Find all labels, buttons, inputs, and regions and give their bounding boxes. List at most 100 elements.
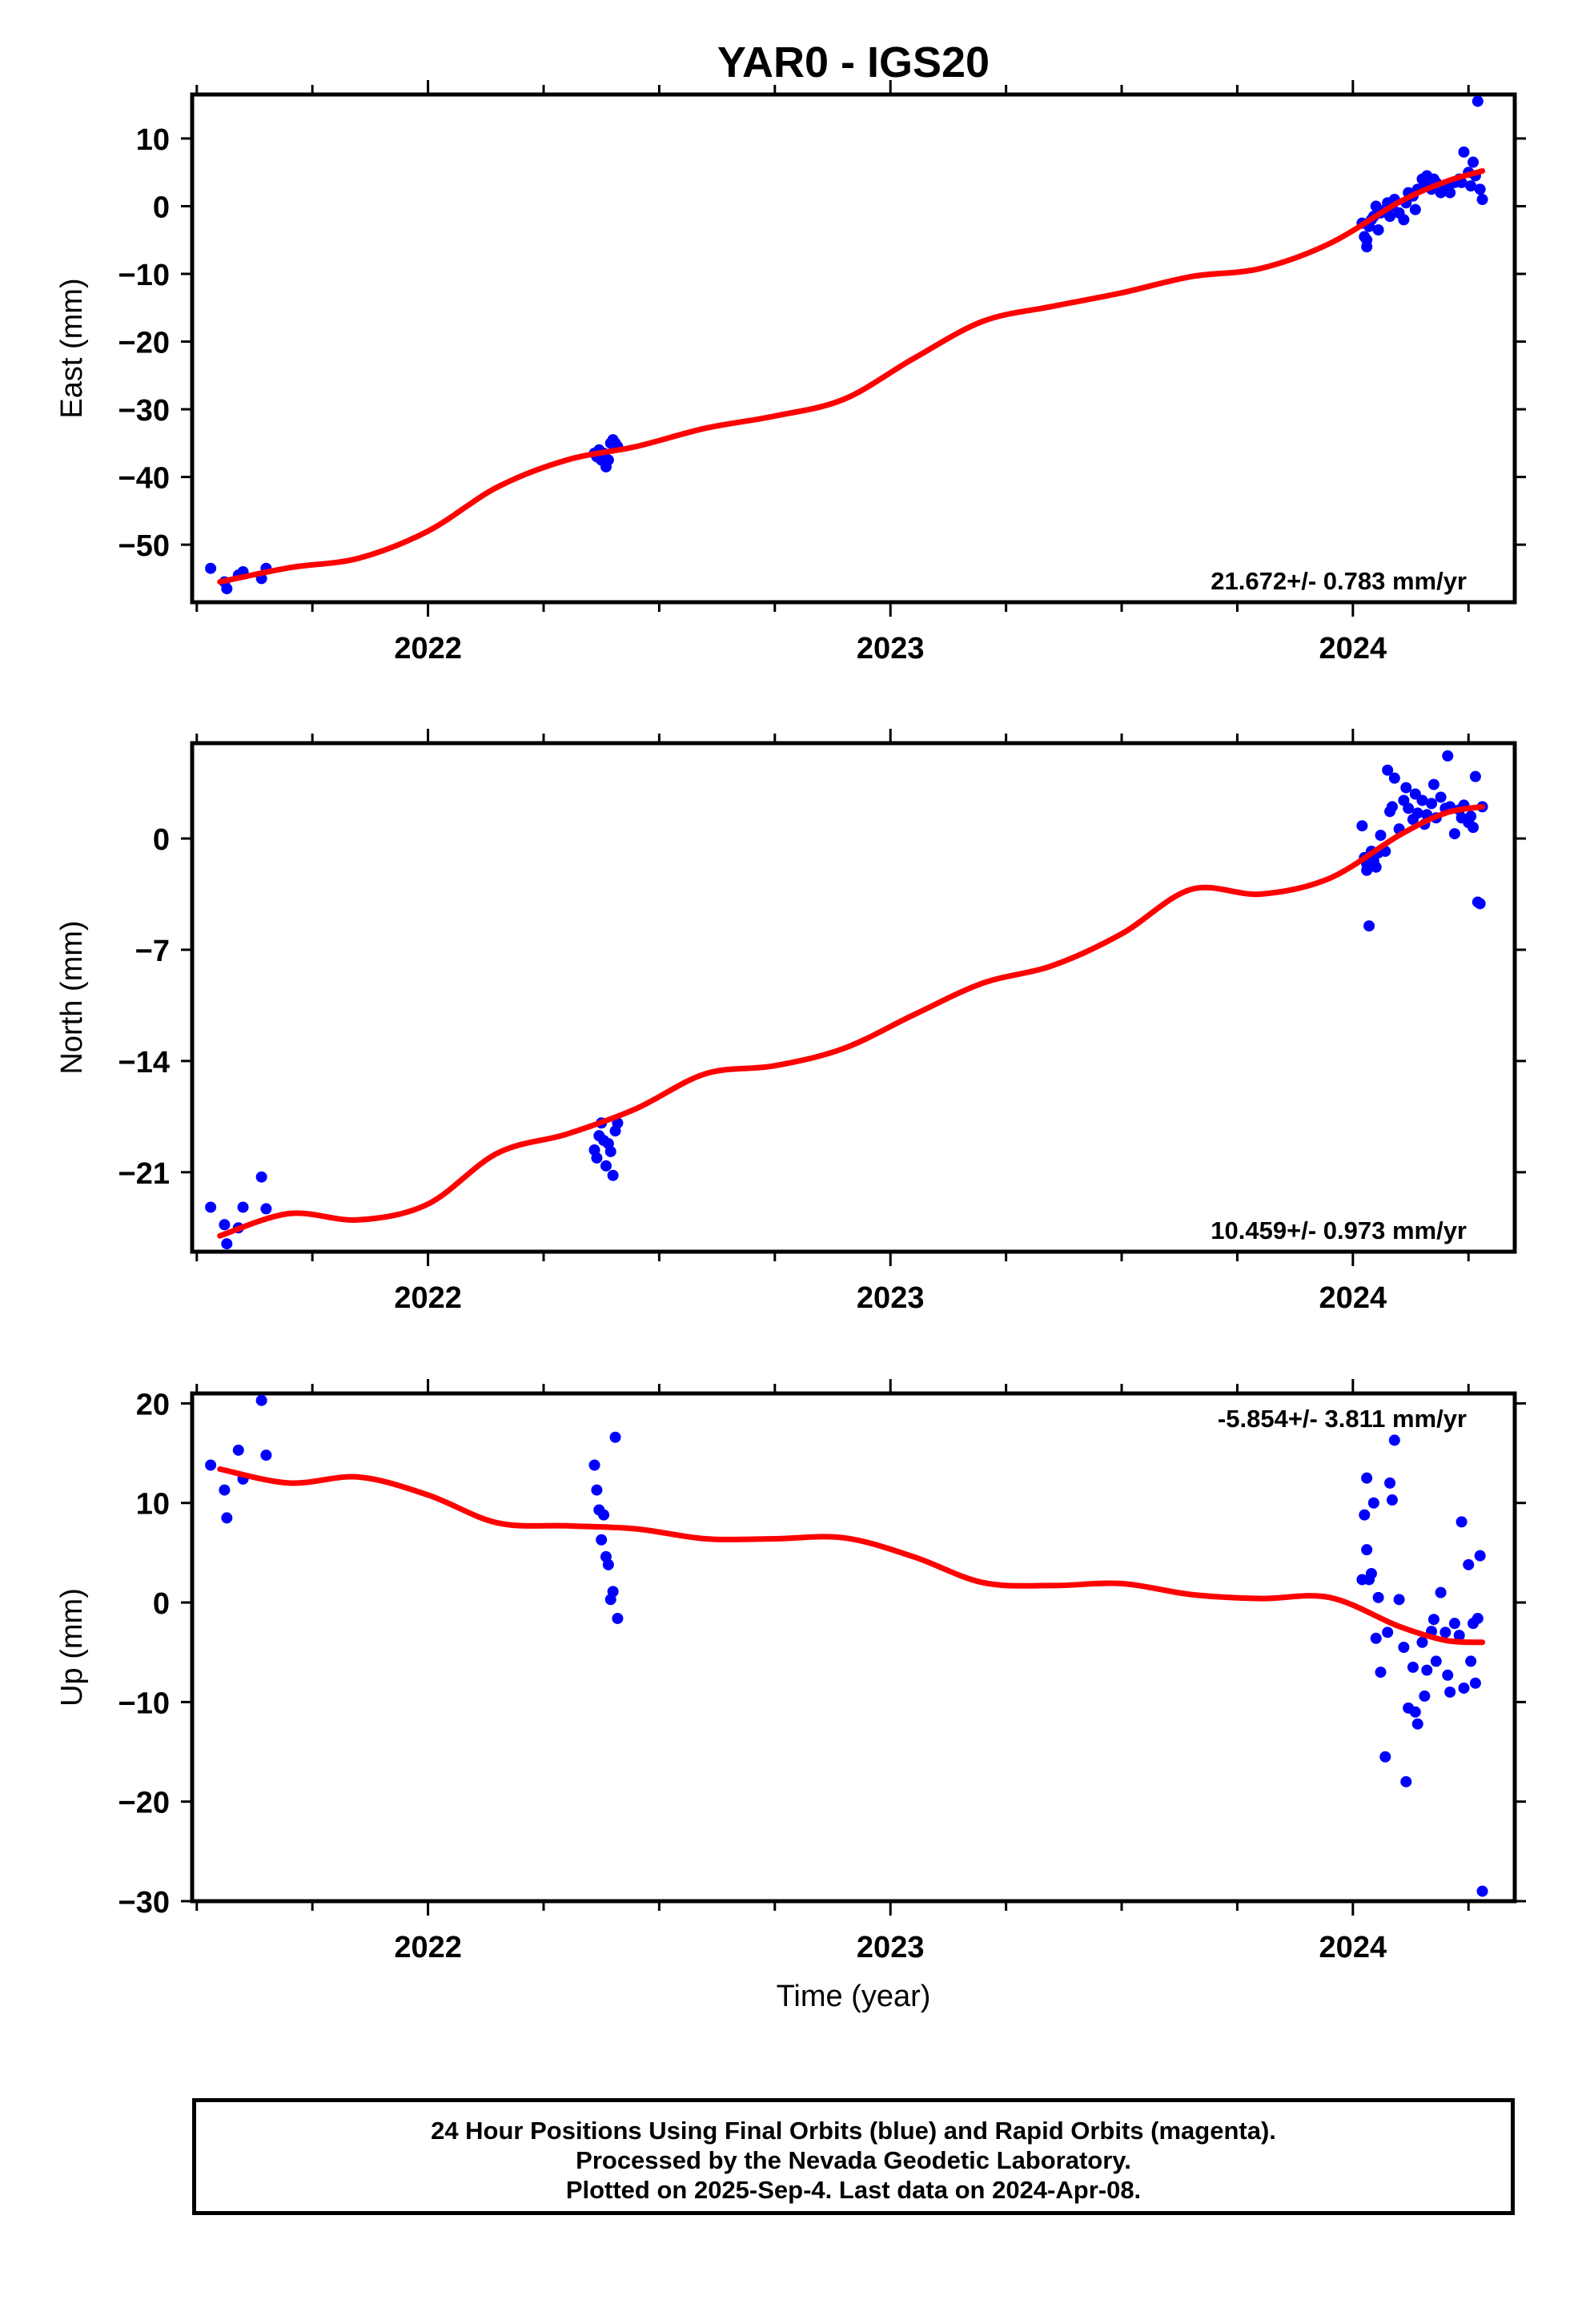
east-data-point bbox=[1409, 203, 1421, 215]
east-data-point bbox=[1372, 224, 1384, 236]
east-panel: 10 0 −10 −20 −30 −40 −50 2022 2023 2024 East (mm) 2… bbox=[55, 80, 1526, 665]
north-data-point bbox=[1448, 828, 1460, 840]
east-xtick-label: 2022 bbox=[394, 632, 462, 665]
up-data-point bbox=[1416, 1636, 1428, 1648]
up-data-point bbox=[1419, 1690, 1431, 1702]
caption-line-3: Plotted on 2025-Sep-4. Last data on 2024… bbox=[565, 2176, 1142, 2204]
east-data-point bbox=[1458, 146, 1470, 158]
north-ytick-label: −7 bbox=[135, 935, 170, 968]
north-data-point bbox=[1356, 820, 1368, 832]
north-xtick-label: 2023 bbox=[857, 1281, 925, 1315]
up-data-point bbox=[1407, 1661, 1419, 1673]
east-ytick-label: 0 bbox=[153, 191, 170, 224]
east-data-point bbox=[205, 562, 217, 574]
north-rate-label: 10.459+/- 0.973 mm/yr bbox=[1211, 1216, 1467, 1244]
north-data-point bbox=[205, 1201, 217, 1213]
up-data-point bbox=[1372, 1591, 1384, 1603]
up-data-point bbox=[1421, 1664, 1433, 1676]
east-ytick-label: −50 bbox=[118, 529, 170, 563]
up-data-point bbox=[1469, 1677, 1481, 1689]
north-panel: 0 −7 −14 −21 2022 2023 2024 North (mm) 10.459+/-… bbox=[55, 729, 1526, 1315]
up-data-point bbox=[1367, 1497, 1379, 1509]
up-data-point bbox=[219, 1484, 231, 1496]
east-ytick-label: 10 bbox=[136, 123, 170, 157]
up-data-point bbox=[1439, 1626, 1452, 1638]
east-data-points bbox=[205, 95, 1488, 595]
north-data-point bbox=[607, 1169, 619, 1181]
up-data-point bbox=[1361, 1544, 1373, 1556]
north-data-point bbox=[237, 1201, 249, 1213]
up-ytick-label: −20 bbox=[118, 1787, 170, 1820]
up-data-point bbox=[1361, 1472, 1373, 1484]
north-data-point bbox=[600, 1160, 612, 1172]
east-ytick-label: −20 bbox=[118, 327, 170, 360]
north-data-point bbox=[591, 1152, 603, 1164]
up-data-point bbox=[1411, 1718, 1423, 1730]
north-data-point bbox=[1468, 822, 1480, 834]
up-data-point bbox=[612, 1612, 624, 1624]
up-data-point bbox=[1444, 1686, 1456, 1698]
up-data-point bbox=[255, 1394, 267, 1406]
up-y-axis-label: Up (mm) bbox=[55, 1588, 89, 1707]
up-ytick-label: 10 bbox=[136, 1488, 170, 1522]
north-data-point bbox=[1474, 898, 1486, 910]
panels: 10 0 −10 −20 −30 −40 −50 2022 2023 2024 East (mm) 2… bbox=[55, 80, 1526, 1964]
north-fit-line bbox=[217, 803, 1486, 1239]
up-data-point bbox=[1430, 1655, 1442, 1667]
up-data-point bbox=[1476, 1885, 1488, 1897]
east-fit-line bbox=[217, 168, 1486, 585]
up-xtick-label: 2024 bbox=[1319, 1931, 1387, 1964]
east-plot-frame bbox=[190, 92, 1517, 605]
chart-title: YAR0 - IGS20 bbox=[717, 38, 990, 86]
north-data-point bbox=[1469, 770, 1481, 782]
up-ytick-label: −30 bbox=[118, 1886, 170, 1920]
up-data-point bbox=[607, 1586, 619, 1598]
north-data-point bbox=[1386, 801, 1398, 813]
caption-box: 24 Hour Positions Using Final Orbits (bl… bbox=[192, 2098, 1515, 2215]
north-plot-frame bbox=[190, 741, 1517, 1254]
east-data-point bbox=[1468, 156, 1480, 168]
up-data-point bbox=[1435, 1586, 1447, 1598]
up-data-point bbox=[1379, 1751, 1391, 1763]
north-data-point bbox=[255, 1171, 267, 1183]
up-xtick-label: 2023 bbox=[857, 1931, 925, 1964]
up-panel: 20 10 0 −10 −20 −30 2022 2023 2024 Up (mm) -5.854+… bbox=[55, 1379, 1526, 1964]
up-data-point bbox=[1442, 1669, 1454, 1681]
north-xtick-label: 2022 bbox=[394, 1281, 462, 1315]
up-data-point bbox=[591, 1484, 603, 1496]
up-ytick-label: −10 bbox=[118, 1687, 170, 1720]
up-data-point bbox=[1409, 1706, 1421, 1718]
up-data-point bbox=[1386, 1494, 1398, 1506]
up-data-point bbox=[1456, 1516, 1468, 1528]
north-ytick-label: −14 bbox=[118, 1046, 170, 1080]
up-ytick-label: 20 bbox=[136, 1388, 170, 1421]
east-data-point bbox=[1361, 234, 1373, 246]
up-data-point bbox=[1359, 1509, 1371, 1521]
up-data-point bbox=[232, 1444, 244, 1456]
north-y-axis-label: North (mm) bbox=[55, 920, 89, 1074]
up-plot-frame bbox=[190, 1391, 1517, 1904]
up-data-point bbox=[1384, 1477, 1396, 1489]
up-data-point bbox=[1375, 1667, 1387, 1679]
north-xtick-label: 2024 bbox=[1319, 1281, 1387, 1315]
up-data-point bbox=[1400, 1775, 1412, 1787]
up-data-point bbox=[1472, 1612, 1484, 1624]
up-data-point bbox=[588, 1459, 600, 1471]
north-data-point bbox=[1382, 764, 1394, 776]
north-data-point bbox=[604, 1145, 616, 1157]
east-data-point bbox=[602, 454, 614, 466]
east-ytick-label: −10 bbox=[118, 259, 170, 292]
north-data-point bbox=[1426, 798, 1438, 810]
north-data-point bbox=[1388, 772, 1400, 784]
up-data-point bbox=[1463, 1558, 1475, 1570]
east-data-point bbox=[1384, 211, 1396, 223]
east-xtick-label: 2024 bbox=[1319, 632, 1387, 665]
north-data-point bbox=[1403, 802, 1415, 814]
up-data-point bbox=[1365, 1568, 1377, 1580]
east-ytick-label: −40 bbox=[118, 462, 170, 496]
up-data-point bbox=[602, 1558, 614, 1570]
north-ytick-label: 0 bbox=[153, 823, 170, 857]
north-data-point bbox=[1411, 807, 1423, 819]
up-data-points bbox=[205, 1394, 1488, 1897]
north-data-point bbox=[1375, 830, 1387, 842]
